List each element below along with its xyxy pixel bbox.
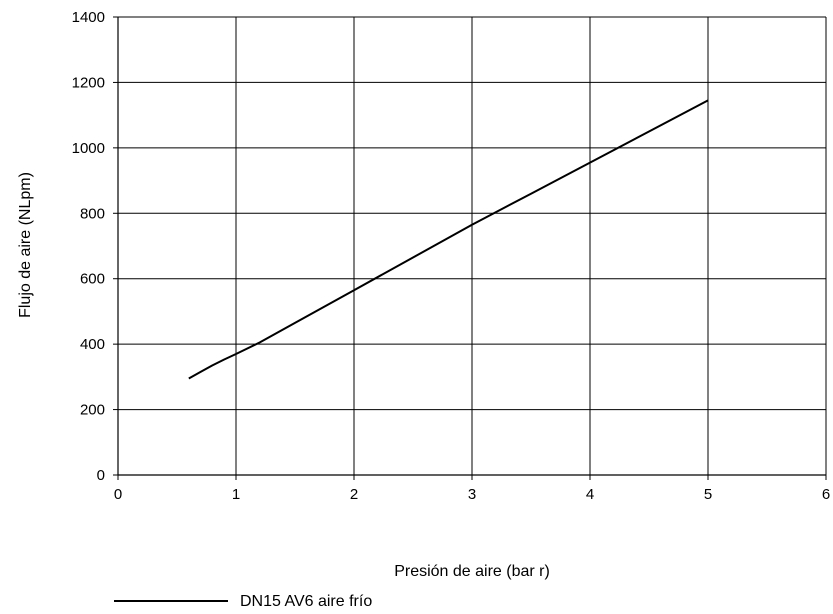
x-tick-labels: 0 1 2 3 4 5 6 — [114, 486, 830, 503]
y-tick-label-4: 800 — [80, 205, 105, 222]
x-tick-label-5: 5 — [704, 486, 712, 503]
series-line-0 — [188, 99, 709, 380]
y-tick-label-6: 1200 — [72, 74, 105, 91]
y-tick-label-0: 0 — [97, 467, 105, 484]
x-tick-label-6: 6 — [822, 486, 830, 503]
y-tick-label-7: 1400 — [72, 9, 105, 26]
y-tick-label-3: 600 — [80, 271, 105, 288]
x-tick-label-4: 4 — [586, 486, 594, 503]
chart-legend: DN15 AV6 aire frío — [114, 593, 372, 610]
x-tick-label-3: 3 — [468, 486, 476, 503]
y-tick-label-2: 400 — [80, 336, 105, 353]
y-tick-label-5: 1000 — [72, 140, 105, 157]
chart-grid — [118, 16, 827, 475]
chart-axes — [113, 16, 827, 480]
y-tick-label-1: 200 — [80, 402, 105, 419]
x-tick-label-0: 0 — [114, 486, 122, 503]
x-tick-label-2: 2 — [350, 486, 358, 503]
x-axis-title: Presión de aire (bar r) — [394, 563, 550, 580]
y-tick-labels: 0 200 400 600 800 1000 1200 1400 — [72, 9, 105, 484]
chart-series — [188, 99, 709, 380]
legend-label-series-0: DN15 AV6 aire frío — [240, 593, 372, 610]
y-axis-title: Flujo de aire (NLpm) — [17, 172, 34, 318]
x-tick-label-1: 1 — [232, 486, 240, 503]
